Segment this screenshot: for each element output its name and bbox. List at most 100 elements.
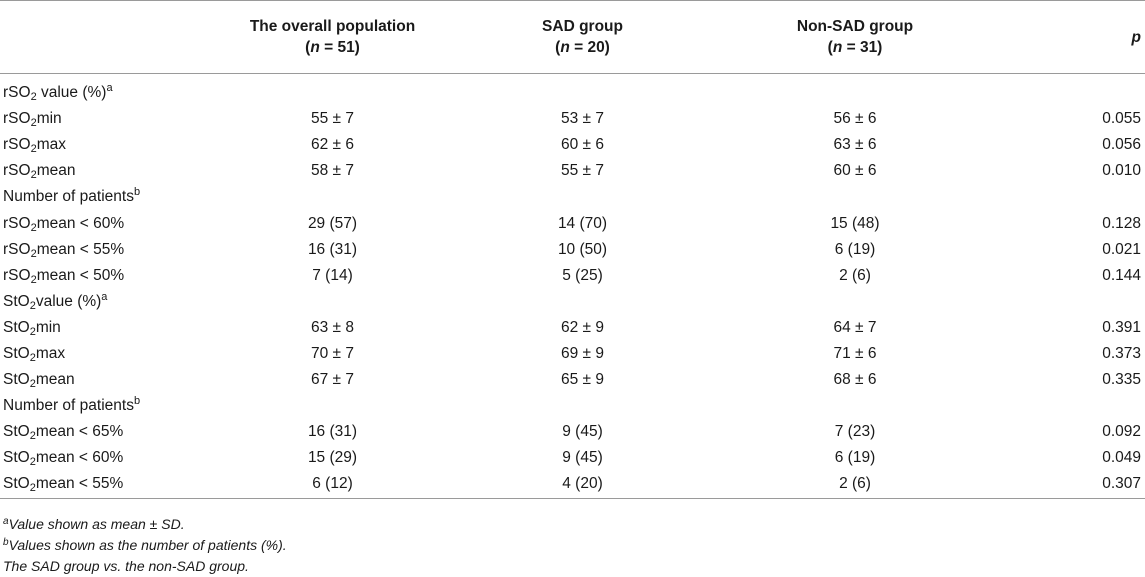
header-sad-n: = 20) (569, 39, 610, 56)
non-sad-value: 63 ± 6 (833, 136, 877, 154)
overall-value: 6 (12) (210, 471, 455, 499)
row-label-text: StO (3, 449, 30, 467)
p-value: 0.373 (1102, 344, 1141, 362)
row-label: rSO2mean < 50% (0, 263, 210, 289)
row-label-text: StO (3, 344, 30, 362)
p-value (1000, 289, 1145, 315)
overall-value: 16 (31) (307, 240, 358, 258)
p-value (1000, 393, 1145, 419)
row-label-text: rSO (3, 240, 31, 258)
table-row: StO2mean < 60% 15 (29) 9 (45) 6 (19) 0.049 (0, 445, 1145, 471)
row-label: rSO2mean < 55% (0, 237, 210, 263)
non-sad-value (710, 184, 1000, 210)
header-p-value: p (1131, 28, 1141, 46)
results-table: The overall population (n = 51) SAD grou… (0, 0, 1145, 499)
row-label-suffix: mean < 60% (35, 449, 124, 467)
row-label-text: StO (3, 292, 30, 310)
row-label-text: StO (3, 475, 30, 493)
footnote-marker: b (3, 537, 9, 548)
footnote-text: The SAD group vs. the non-SAD group. (3, 558, 249, 574)
overall-value (210, 184, 455, 210)
row-label-suffix: value (%) (35, 292, 102, 310)
p-value: 0.307 (1000, 471, 1145, 499)
non-sad-value (710, 289, 1000, 315)
table-row: rSO2mean < 60% 29 (57) 14 (70) 15 (48) 0.128 (0, 210, 1145, 236)
non-sad-value: 71 ± 6 (833, 344, 877, 362)
subscript: 2 (29, 351, 36, 364)
row-label-text: rSO (3, 110, 31, 128)
row-label: rSO2max (0, 132, 210, 158)
header-non-sad-title: Non-SAD group (796, 18, 914, 35)
header-overall-n: = 51) (319, 39, 360, 56)
table-header: The overall population (n = 51) SAD grou… (0, 0, 1145, 74)
non-sad-value: 2 (6) (839, 266, 871, 284)
table-row: rSO2mean 58 ± 7 55 ± 7 60 ± 6 0.010 (0, 158, 1145, 184)
overall-value (210, 393, 455, 419)
row-label-suffix: min (35, 318, 61, 336)
row-label: StO2mean (0, 367, 210, 393)
p-value: 0.144 (1102, 266, 1141, 284)
row-label-text: Number of patients (3, 188, 134, 206)
overall-value: 16 (31) (307, 423, 358, 441)
table-row: StO2min 63 ± 8 62 ± 9 64 ± 7 0.391 (0, 315, 1145, 341)
sad-value (455, 74, 710, 107)
row-label: rSO2mean < 60% (0, 210, 210, 236)
table-row: Number of patientsb (0, 184, 1145, 210)
overall-value: 70 ± 7 (311, 344, 354, 362)
row-label-text: StO (3, 318, 30, 336)
non-sad-value (710, 393, 1000, 419)
footnote-text: Value shown as mean ± SD. (8, 516, 185, 532)
overall-value: 62 ± 6 (311, 136, 354, 154)
subscript: 2 (30, 273, 37, 286)
row-label: StO2mean < 55% (0, 471, 210, 499)
row-label-text: rSO (3, 84, 31, 102)
header-sad-title: SAD group (542, 18, 623, 35)
p-value (1000, 74, 1145, 107)
subscript: 2 (30, 91, 37, 104)
footnote-marker: b (133, 186, 141, 199)
sad-value (455, 184, 710, 210)
footnote-marker: a (3, 516, 9, 527)
sad-value: 55 ± 7 (561, 162, 604, 180)
row-label-suffix: value (%) (36, 84, 107, 102)
table-row: rSO2max 62 ± 6 60 ± 6 63 ± 6 0.056 (0, 132, 1145, 158)
header-overall-title: The overall population (249, 18, 416, 35)
non-sad-value: 6 (19) (834, 449, 876, 467)
p-value: 0.092 (1102, 423, 1141, 441)
non-sad-value: 2 (6) (710, 471, 1000, 499)
p-value: 0.335 (1102, 371, 1141, 389)
sad-value: 5 (25) (562, 266, 603, 284)
overall-value: 63 ± 8 (311, 318, 354, 336)
sad-value: 10 (50) (557, 240, 608, 258)
non-sad-value: 15 (48) (830, 214, 880, 232)
overall-value: 7 (14) (312, 266, 353, 284)
table-row: rSO2min 55 ± 7 53 ± 7 56 ± 6 0.055 (0, 106, 1145, 132)
p-value: 0.056 (1102, 136, 1141, 154)
subscript: 2 (30, 247, 37, 260)
paren: ( (827, 39, 833, 56)
p-value: 0.021 (1102, 240, 1141, 258)
overall-value (210, 289, 455, 315)
p-value: 0.055 (1102, 110, 1141, 128)
sad-value: 69 ± 9 (561, 344, 604, 362)
footnote-marker: a (106, 82, 113, 95)
header-overall-population: The overall population (n = 51) (210, 1, 455, 74)
sad-value: 9 (45) (562, 449, 603, 467)
row-label-suffix: mean < 55% (36, 240, 125, 258)
subscript: 2 (30, 117, 37, 130)
table-row: rSO2 value (%)a (0, 74, 1145, 107)
row-label-suffix: mean < 65% (35, 423, 124, 441)
row-label: StO2max (0, 341, 210, 367)
row-label-suffix: mean (36, 162, 76, 180)
row-label-suffix: mean (35, 371, 75, 389)
p-value: 0.128 (1102, 214, 1141, 232)
p-value: 0.391 (1102, 318, 1141, 336)
subscript: 2 (30, 169, 37, 182)
sad-value: 14 (70) (557, 214, 608, 232)
table-row: StO2mean 67 ± 7 65 ± 9 68 ± 6 0.335 (0, 367, 1145, 393)
non-sad-value: 7 (23) (834, 423, 876, 441)
table-row: rSO2mean < 50% 7 (14) 5 (25) 2 (6) 0.144 (0, 263, 1145, 289)
subscript: 2 (30, 143, 37, 156)
sad-value: 60 ± 6 (561, 136, 604, 154)
footnote: bValues shown as the number of patients … (3, 535, 287, 556)
